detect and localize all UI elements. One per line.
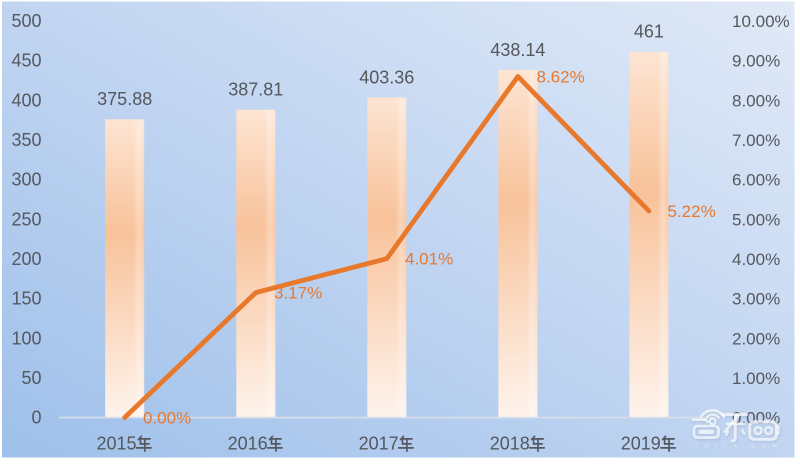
svg-text:400: 400: [11, 90, 41, 110]
svg-text:10.00%: 10.00%: [732, 12, 790, 31]
svg-text:5.22%: 5.22%: [668, 202, 716, 221]
svg-text:2019: 2019: [621, 434, 661, 454]
svg-text:100: 100: [11, 328, 41, 348]
svg-text:350: 350: [11, 130, 41, 150]
svg-text:2015: 2015: [97, 434, 137, 454]
svg-text:3.17%: 3.17%: [274, 284, 322, 303]
svg-text:0: 0: [31, 408, 41, 428]
svg-text:461: 461: [634, 22, 664, 42]
svg-text:450: 450: [11, 51, 41, 71]
svg-text:50: 50: [21, 368, 41, 388]
svg-text:403.36: 403.36: [359, 67, 414, 87]
svg-text:4.00%: 4.00%: [732, 250, 780, 269]
svg-text:375.88: 375.88: [97, 89, 152, 109]
svg-text:6.00%: 6.00%: [732, 171, 780, 190]
svg-text:ZHIDX.COM: ZHIDX.COM: [695, 444, 779, 450]
svg-text:2.00%: 2.00%: [732, 329, 780, 348]
svg-text:7.00%: 7.00%: [732, 131, 780, 150]
svg-text:9.00%: 9.00%: [732, 52, 780, 71]
svg-text:2017: 2017: [359, 434, 399, 454]
svg-text:200: 200: [11, 249, 41, 269]
svg-text:0.00%: 0.00%: [143, 409, 191, 428]
svg-text:1.00%: 1.00%: [732, 369, 780, 388]
svg-text:5.00%: 5.00%: [732, 210, 780, 229]
svg-text:3.00%: 3.00%: [732, 290, 780, 309]
svg-text:300: 300: [11, 170, 41, 190]
svg-text:4.01%: 4.01%: [405, 249, 453, 268]
svg-text:438.14: 438.14: [490, 40, 545, 60]
svg-text:8.00%: 8.00%: [732, 91, 780, 110]
svg-text:8.62%: 8.62%: [537, 67, 585, 86]
svg-text:150: 150: [11, 289, 41, 309]
svg-text:250: 250: [11, 209, 41, 229]
svg-text:2016: 2016: [228, 434, 268, 454]
svg-text:387.81: 387.81: [228, 80, 283, 100]
svg-text:2018: 2018: [490, 434, 530, 454]
svg-text:500: 500: [11, 11, 41, 31]
